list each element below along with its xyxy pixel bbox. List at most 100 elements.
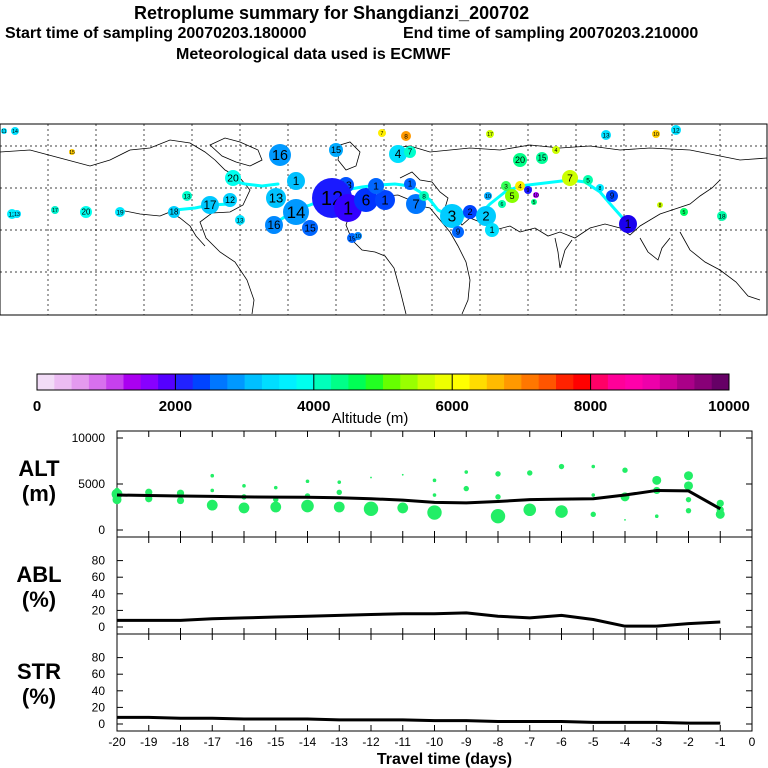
plume-marker: 1 xyxy=(485,223,499,237)
plume-circle xyxy=(680,208,688,216)
colorbar-swatch xyxy=(659,374,678,390)
plume-label: 19 xyxy=(348,235,356,242)
end-time-label: End time of sampling 20070203.210000 xyxy=(403,25,699,42)
plume-circle xyxy=(266,188,286,208)
y-tick-label: 0 xyxy=(98,717,105,731)
plume-label: 1 xyxy=(343,198,353,218)
plume-circle xyxy=(1,128,7,134)
plume-label: 1 xyxy=(373,182,379,193)
altitude-dot xyxy=(495,494,501,500)
panel-frame xyxy=(116,633,753,732)
altitude-dot xyxy=(432,493,437,497)
plume-marker: 9 xyxy=(606,190,618,202)
plume-circle xyxy=(329,143,343,157)
panel-ylabel: STR xyxy=(17,659,61,684)
altitude-dot xyxy=(206,499,218,511)
colorbar-swatch xyxy=(469,374,488,390)
plume-marker: 19 xyxy=(115,207,125,217)
altitude-dot xyxy=(555,505,568,518)
plume-circle xyxy=(498,200,506,208)
plume-marker: 18 xyxy=(717,211,727,221)
plume-label: 9 xyxy=(456,228,460,237)
altitude-dot xyxy=(337,480,342,484)
plume-label: 15 xyxy=(331,145,341,155)
plume-marker: 9 xyxy=(452,226,464,238)
plume-label: 15 xyxy=(69,150,75,156)
plume-label: 4 xyxy=(518,183,522,190)
plume-label: 14 xyxy=(287,203,306,222)
plume-label: 12 xyxy=(8,211,16,218)
plume-marker: 20 xyxy=(80,206,92,218)
plume-marker: 20 xyxy=(513,153,527,167)
plume-label: 18 xyxy=(718,213,726,220)
colorbar-swatch xyxy=(607,374,626,390)
plume-label: 5 xyxy=(509,191,514,201)
altitude-dot xyxy=(273,485,278,490)
x-tick-label: -12 xyxy=(362,735,380,749)
plume-marker: 8 xyxy=(596,184,604,192)
plume-marker: 8 xyxy=(401,131,411,141)
altitude-dot xyxy=(624,518,626,521)
x-tick-label: -11 xyxy=(395,735,412,749)
plume-circle xyxy=(463,205,477,219)
plume-label: 5 xyxy=(586,177,590,184)
altitude-dot xyxy=(238,502,250,514)
plume-circle xyxy=(354,188,378,212)
plume-circle xyxy=(13,210,21,218)
x-tick-label: -4 xyxy=(620,735,631,749)
colorbar-swatch xyxy=(677,374,695,390)
plume-label: 13 xyxy=(269,191,283,206)
plume-marker: 7 xyxy=(562,170,578,186)
plume-label: 18 xyxy=(170,208,179,217)
y-tick-label: 80 xyxy=(92,554,106,568)
plume-circle xyxy=(440,204,464,228)
plume-label: 14 xyxy=(12,129,18,135)
altitude-colorbar: 0 2000 4000 6000 8000 10000 Altitude (m) xyxy=(33,373,750,427)
colorbar-tick-label: 8000 xyxy=(574,398,607,415)
plume-marker: 1 xyxy=(368,178,384,194)
plume-label: 10 xyxy=(485,194,491,200)
colorbar-swatch xyxy=(383,374,401,390)
plume-label: 7 xyxy=(408,148,412,157)
y-tick-label: 20 xyxy=(92,700,106,714)
plume-label: 11 xyxy=(1,129,6,135)
plume-marker: 8 xyxy=(419,191,429,201)
plume-marker: 13 xyxy=(601,130,611,140)
altitude-dot xyxy=(558,463,565,470)
y-tick-label: 60 xyxy=(92,570,106,584)
x-tick-label: -19 xyxy=(140,735,158,749)
x-tick-label: -9 xyxy=(461,735,472,749)
plume-marker: 7 xyxy=(378,129,386,137)
plume-marker: 15 xyxy=(302,220,318,236)
y-tick-label: 0 xyxy=(98,620,105,634)
plume-label: 8 xyxy=(659,203,662,209)
plume-marker: 4 xyxy=(389,145,407,163)
plume-circle xyxy=(619,215,637,233)
plume-marker: 13 xyxy=(182,191,192,201)
plume-circle xyxy=(389,145,407,163)
colorbar-swatch xyxy=(54,374,73,390)
plume-circle xyxy=(484,192,492,200)
plume-circle xyxy=(501,181,511,191)
colorbar-swatch xyxy=(192,374,211,390)
plume-marker: 9 xyxy=(524,186,532,194)
colorbar-swatch xyxy=(123,374,142,390)
altitude-dot xyxy=(114,487,120,494)
colorbar-swatch xyxy=(37,374,55,390)
plume-circle xyxy=(201,196,219,214)
plume-circle xyxy=(583,175,593,185)
y-tick-label: 5000 xyxy=(78,477,105,491)
plume-marker: 12 xyxy=(671,125,681,135)
x-tick-label: -2 xyxy=(683,735,694,749)
plume-circle xyxy=(354,232,362,240)
altitude-dot xyxy=(622,467,628,473)
plume-marker: 1 xyxy=(375,190,395,210)
plume-label: 2 xyxy=(467,207,472,217)
altitude-dot xyxy=(401,473,404,476)
x-tick-label: -14 xyxy=(299,735,317,749)
y-tick-label: 80 xyxy=(92,651,106,665)
plume-circle xyxy=(283,199,309,225)
altitude-dot xyxy=(527,470,533,476)
colorbar-swatch xyxy=(106,374,124,390)
plume-label: 8 xyxy=(599,186,602,192)
